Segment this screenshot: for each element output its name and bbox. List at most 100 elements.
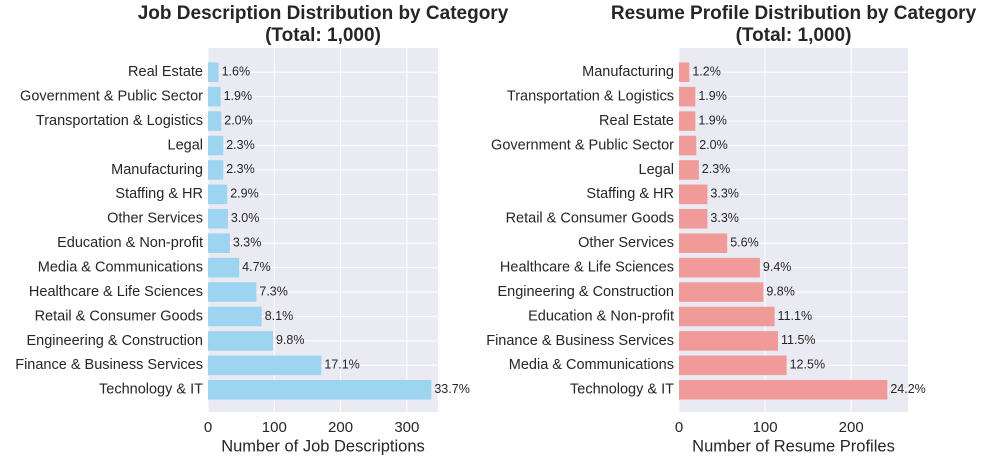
value-label: 1.6% bbox=[222, 65, 251, 79]
category-label: Staffing & HR bbox=[586, 186, 674, 202]
plot-area bbox=[208, 48, 438, 412]
category-label: Government & Public Sector bbox=[491, 137, 674, 153]
category-label: Healthcare & Life Sciences bbox=[29, 284, 203, 300]
bar bbox=[679, 306, 775, 327]
bar bbox=[208, 160, 224, 180]
category-label: Healthcare & Life Sciences bbox=[500, 259, 674, 275]
x-axis-label: Number of Job Descriptions bbox=[221, 437, 425, 455]
value-label: 8.1% bbox=[265, 309, 294, 323]
bar bbox=[208, 355, 322, 376]
category-label: Other Services bbox=[107, 211, 203, 227]
bar bbox=[679, 282, 764, 302]
category-label: Government & Public Sector bbox=[20, 88, 203, 104]
category-label: Staffing & HR bbox=[115, 186, 203, 202]
value-label: 3.3% bbox=[233, 236, 262, 250]
bar bbox=[679, 86, 696, 107]
category-label: Other Services bbox=[578, 235, 674, 251]
value-label: 7.3% bbox=[259, 284, 288, 298]
value-label: 1.9% bbox=[698, 113, 727, 127]
bar bbox=[679, 257, 760, 278]
bar bbox=[679, 233, 728, 253]
category-label: Media & Communications bbox=[38, 259, 203, 275]
x-tick-label: 0 bbox=[675, 419, 683, 436]
category-label: Engineering & Construction bbox=[497, 284, 674, 300]
bar bbox=[679, 331, 779, 351]
category-label: Education & Non-profit bbox=[528, 308, 674, 324]
bar bbox=[679, 355, 787, 376]
bar bbox=[208, 257, 240, 278]
value-label: 3.3% bbox=[710, 187, 739, 201]
bar bbox=[208, 86, 221, 107]
category-label: Engineering & Construction bbox=[26, 333, 203, 349]
category-label: Manufacturing bbox=[111, 162, 203, 178]
bar bbox=[208, 209, 228, 229]
x-axis-label: Number of Resume Profiles bbox=[692, 437, 895, 455]
bar bbox=[679, 111, 696, 131]
category-label: Finance & Business Services bbox=[486, 333, 674, 349]
category-label: Education & Non-profit bbox=[57, 235, 203, 251]
bar bbox=[679, 135, 697, 156]
bar bbox=[679, 209, 708, 229]
value-label: 2.0% bbox=[224, 113, 253, 127]
bar bbox=[679, 380, 888, 400]
value-label: 2.3% bbox=[226, 162, 255, 176]
value-label: 1.9% bbox=[698, 89, 727, 103]
plot-area bbox=[679, 48, 908, 412]
value-label: 9.8% bbox=[276, 333, 305, 347]
bar bbox=[208, 135, 224, 156]
value-label: 1.9% bbox=[224, 89, 253, 103]
value-label: 2.0% bbox=[699, 138, 728, 152]
bar bbox=[679, 62, 690, 82]
bar bbox=[208, 380, 432, 400]
category-label: Legal bbox=[168, 137, 203, 153]
x-tick-label: 200 bbox=[328, 419, 353, 436]
bar bbox=[208, 306, 262, 327]
value-label: 11.1% bbox=[778, 309, 813, 323]
value-label: 9.4% bbox=[763, 260, 792, 274]
bar bbox=[208, 282, 257, 302]
bar bbox=[208, 111, 222, 131]
value-label: 33.7% bbox=[434, 382, 469, 396]
x-tick-label: 100 bbox=[262, 419, 287, 436]
value-label: 9.8% bbox=[766, 284, 795, 298]
value-label: 24.2% bbox=[890, 382, 925, 396]
value-label: 11.5% bbox=[781, 333, 816, 347]
category-label: Finance & Business Services bbox=[15, 357, 203, 373]
chart-title: Resume Profile Distribution by Category bbox=[611, 3, 977, 24]
bar bbox=[679, 184, 708, 205]
value-label: 2.3% bbox=[226, 138, 255, 152]
category-label: Transportation & Logistics bbox=[36, 113, 203, 129]
category-label: Retail & Consumer Goods bbox=[35, 308, 203, 324]
value-label: 17.1% bbox=[324, 358, 359, 372]
category-label: Technology & IT bbox=[570, 382, 674, 398]
bar bbox=[208, 331, 273, 351]
category-label: Media & Communications bbox=[509, 357, 674, 373]
category-label: Retail & Consumer Goods bbox=[506, 211, 674, 227]
category-label: Manufacturing bbox=[582, 64, 674, 80]
value-label: 1.2% bbox=[692, 65, 721, 79]
category-label: Legal bbox=[639, 162, 674, 178]
chart-title: Job Description Distribution by Category bbox=[138, 3, 509, 24]
bar bbox=[208, 62, 219, 82]
value-label: 5.6% bbox=[730, 236, 759, 250]
value-label: 3.3% bbox=[710, 211, 739, 225]
x-tick-label: 300 bbox=[394, 419, 419, 436]
bar bbox=[208, 233, 230, 253]
category-label: Transportation & Logistics bbox=[507, 88, 674, 104]
chart-title: (Total: 1,000) bbox=[736, 25, 852, 46]
value-label: 2.3% bbox=[702, 162, 731, 176]
bar bbox=[208, 184, 228, 205]
value-label: 12.5% bbox=[790, 358, 825, 372]
x-tick-label: 0 bbox=[204, 419, 212, 436]
chart-title: (Total: 1,000) bbox=[265, 25, 381, 46]
bar bbox=[679, 160, 699, 180]
category-label: Technology & IT bbox=[99, 382, 203, 398]
value-label: 2.9% bbox=[230, 187, 259, 201]
category-label: Real Estate bbox=[128, 64, 203, 80]
x-tick-label: 100 bbox=[753, 419, 778, 436]
x-tick-label: 200 bbox=[839, 419, 864, 436]
value-label: 4.7% bbox=[242, 260, 271, 274]
category-label: Real Estate bbox=[599, 113, 674, 129]
value-label: 3.0% bbox=[231, 211, 259, 225]
